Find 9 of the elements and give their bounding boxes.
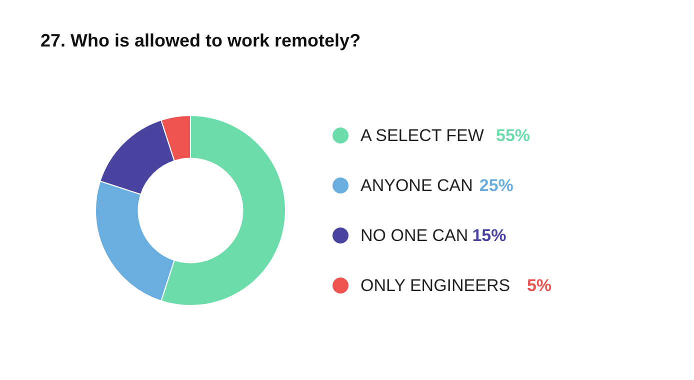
legend-label: NO ONE CAN (360, 226, 468, 245)
chart-title: 27. Who is allowed to work remotely? (40, 30, 361, 50)
data-label: 25% (479, 176, 514, 195)
legend-label: ANYONE CAN (360, 176, 473, 195)
data-label: 15% (472, 226, 506, 245)
legend-label: ONLY ENGINEERS (360, 276, 510, 295)
legend-label: A SELECT FEW (360, 126, 484, 145)
data-label: 5% (526, 276, 552, 295)
data-label: 55% (496, 126, 530, 145)
